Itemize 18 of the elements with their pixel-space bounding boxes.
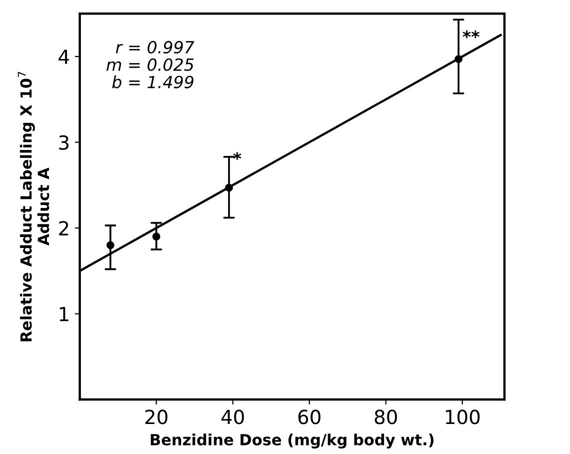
point	[152, 232, 160, 241]
x-tick-label: 60	[298, 410, 320, 424]
annotation: *	[233, 152, 242, 160]
point	[454, 55, 462, 64]
x-tick-label: 100	[446, 410, 480, 424]
x-tick-label: 80	[374, 410, 397, 424]
x-tick-label: 20	[145, 410, 168, 424]
y-tick-label: 4	[58, 50, 69, 64]
y-tick-label: 1	[60, 306, 68, 322]
point	[225, 184, 233, 192]
x-tick-label: 40	[221, 410, 244, 424]
annotation: r = 0.997 m = 0.025 b = 1.499	[106, 40, 194, 88]
point	[106, 241, 114, 250]
x-axis-title: Benzidine Dose (mg/kg body wt.)	[150, 434, 434, 449]
text: Relative Adduct Labelling X 10$^{7}$ Adduct A	[18, 72, 50, 342]
y-tick-label: 3	[59, 135, 69, 150]
annotation: **	[462, 30, 480, 38]
y-tick-label: 2	[59, 220, 68, 236]
